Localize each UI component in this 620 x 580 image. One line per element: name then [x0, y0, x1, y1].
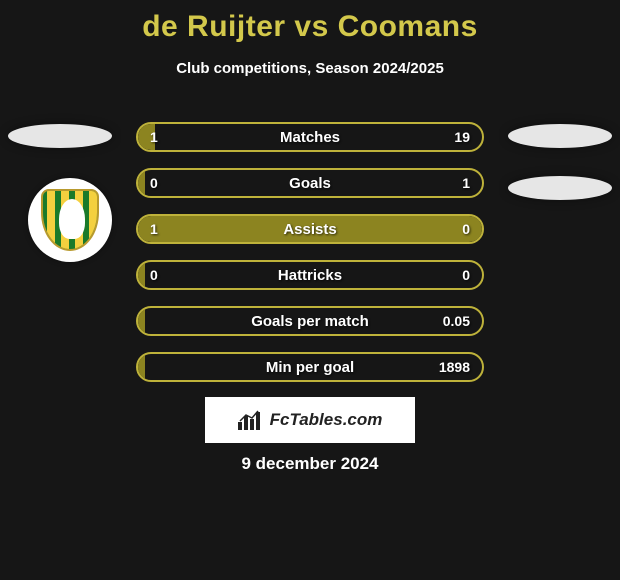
stats-rows: 1Matches190Goals11Assists00Hattricks0Goa…: [136, 122, 484, 398]
stat-value-right: 0: [462, 262, 470, 288]
branding-banner: FcTables.com: [205, 397, 415, 443]
stat-row: 1Assists0: [136, 214, 484, 244]
page-title: de Ruijter vs Coomans: [0, 0, 620, 44]
stat-label: Min per goal: [138, 354, 482, 380]
stork-icon: [59, 199, 85, 239]
stat-row: 0Goals1: [136, 168, 484, 198]
subtitle: Club competitions, Season 2024/2025: [0, 60, 620, 77]
stat-value-right: 1898: [439, 354, 470, 380]
stat-label: Assists: [138, 216, 482, 242]
stat-label: Matches: [138, 124, 482, 150]
shield-icon: [41, 189, 99, 251]
stat-label: Hattricks: [138, 262, 482, 288]
stat-value-right: 0.05: [443, 308, 470, 334]
stat-row: Min per goal1898: [136, 352, 484, 382]
stat-label: Goals per match: [138, 308, 482, 334]
bar-chart-icon: [238, 410, 264, 430]
date-text: 9 december 2024: [0, 454, 620, 474]
player-right-club-slot: [508, 176, 612, 200]
club-badge-left: [28, 178, 112, 262]
stat-row: 0Hattricks0: [136, 260, 484, 290]
stat-row: 1Matches19: [136, 122, 484, 152]
stat-value-right: 0: [462, 216, 470, 242]
player-right-slot: [508, 124, 612, 148]
stat-label: Goals: [138, 170, 482, 196]
stat-row: Goals per match0.05: [136, 306, 484, 336]
player-left-slot: [8, 124, 112, 148]
stat-value-right: 19: [454, 124, 470, 150]
stat-value-right: 1: [462, 170, 470, 196]
branding-text: FcTables.com: [270, 410, 383, 430]
